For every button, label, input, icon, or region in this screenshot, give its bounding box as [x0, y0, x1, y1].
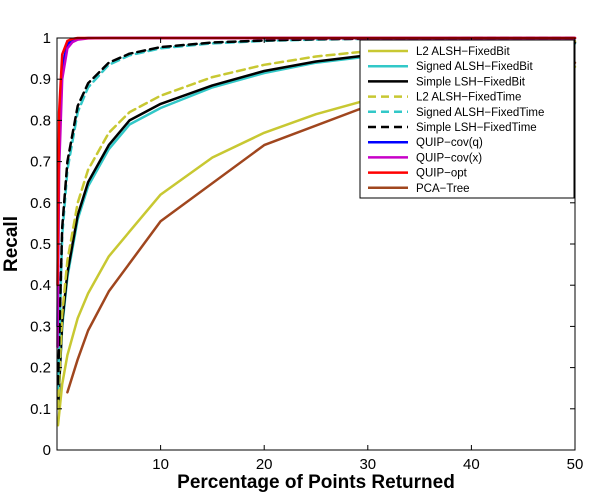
y-tick-label: 0 [43, 442, 51, 459]
y-tick-label: 0.2 [30, 360, 51, 377]
y-tick-label: 0.8 [30, 112, 51, 129]
y-tick-label: 0.4 [30, 277, 51, 294]
ticks-layer: 10 20 30 40 50 0 0.1 0.2 0.3 0.4 0.5 0.6 0.7 0.8 0.9 1 [30, 30, 583, 473]
y-tick-label: 1 [43, 30, 51, 47]
y-tick-label: 0.3 [30, 318, 51, 335]
y-tick-label: 0.5 [30, 236, 51, 253]
x-tick-label: 40 [463, 456, 480, 473]
x-tick-label: 10 [152, 456, 169, 473]
legend-label-10: PCA−Tree [416, 183, 470, 195]
y-tick-label: 0.6 [30, 195, 51, 212]
legend-label-3: Simple LSH−FixedBit [416, 76, 526, 88]
legend-label-7: QUIP−cov(q) [416, 137, 483, 149]
legend: L2 ALSH−FixedBit Signed ALSH−FixedBit Simp… [359, 39, 575, 199]
y-tick-label: 0.1 [30, 401, 51, 418]
legend-label-4: L2 ALSH−FixedTime [416, 92, 521, 104]
x-tick-label: 50 [567, 456, 584, 473]
x-tick-label: 20 [256, 456, 273, 473]
legend-label-5: Signed ALSH−FixedTime [416, 107, 544, 119]
legend-label-2: Signed ALSH−FixedBit [416, 61, 533, 73]
legend-label-9: QUIP−opt [416, 168, 468, 180]
legend-label-6: Simple LSH−FixedTime [416, 122, 537, 134]
series-line-5 [56, 36, 577, 390]
legend-label-8: QUIP−cov(x) [416, 152, 482, 164]
legend-label-1: L2 ALSH−FixedBit [416, 46, 510, 58]
x-axis-title: Percentage of Points Returned [177, 472, 455, 493]
y-tick-label: 0.9 [30, 71, 51, 88]
x-tick-label: 30 [359, 456, 376, 473]
series-line-6 [56, 36, 577, 386]
y-axis-title: Recall [1, 216, 22, 272]
y-tick-label: 0.7 [30, 154, 51, 171]
